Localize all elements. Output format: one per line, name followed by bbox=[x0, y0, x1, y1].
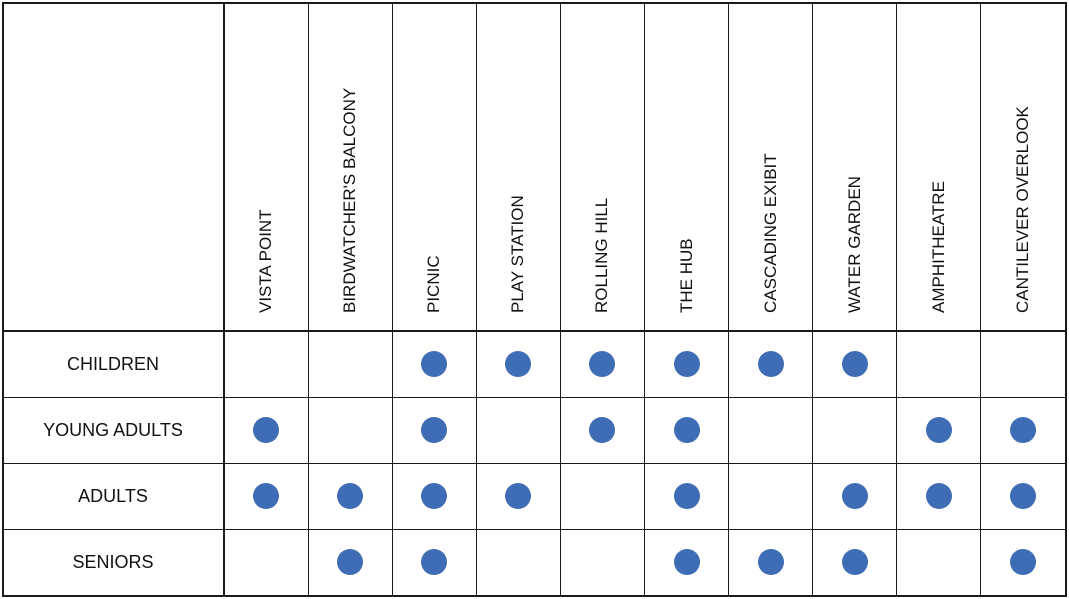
grid-line-horizontal bbox=[4, 462, 1065, 464]
grid-line-vertical bbox=[980, 4, 982, 595]
matrix-dot bbox=[673, 549, 700, 575]
column-header: PLAY STATION bbox=[508, 195, 528, 313]
grid-line-vertical bbox=[559, 4, 561, 595]
column-header: BIRDWATCHER'S BALCONY bbox=[340, 87, 360, 313]
matrix-dot bbox=[253, 483, 280, 509]
matrix-dot bbox=[757, 549, 784, 575]
grid-line-header-divider bbox=[4, 330, 1065, 332]
column-header: AMPHITHEATRE bbox=[928, 181, 948, 313]
matrix-dot bbox=[589, 351, 616, 377]
column-header: CANTILEVER OVERLOOK bbox=[1012, 106, 1032, 313]
grid-line-vertical bbox=[644, 4, 645, 595]
matrix-dot bbox=[1009, 417, 1036, 443]
matrix-dot bbox=[757, 351, 784, 377]
matrix-dot bbox=[505, 351, 532, 377]
column-header: VISTA POINT bbox=[256, 209, 276, 313]
row-label: CHILDREN bbox=[66, 353, 159, 374]
grid-line-vertical bbox=[307, 4, 309, 595]
matrix-dot bbox=[841, 549, 868, 575]
matrix-dot bbox=[253, 417, 280, 443]
matrix-dot bbox=[673, 351, 700, 377]
row-label: SENIORS bbox=[72, 551, 154, 572]
matrix-dot bbox=[673, 417, 700, 443]
matrix-dot bbox=[925, 483, 952, 509]
grid-line-horizontal bbox=[4, 528, 1065, 530]
row-label: ADULTS bbox=[78, 485, 148, 506]
matrix-dot bbox=[673, 483, 700, 509]
matrix-dot bbox=[421, 351, 448, 377]
column-header: WATER GARDEN bbox=[844, 176, 864, 313]
grid-line-horizontal bbox=[4, 396, 1065, 398]
matrix-dot bbox=[589, 417, 616, 443]
matrix-dot bbox=[421, 483, 448, 509]
grid-line-vertical bbox=[391, 4, 393, 595]
matrix-dot bbox=[421, 417, 448, 443]
grid-line-vertical bbox=[728, 4, 730, 595]
grid-line-vertical bbox=[812, 4, 814, 595]
matrix-dot bbox=[841, 351, 868, 377]
column-header: ROLLING HILL bbox=[592, 197, 612, 313]
matrix-dot bbox=[925, 417, 952, 443]
matrix-dot bbox=[337, 483, 364, 509]
matrix-dot bbox=[841, 483, 868, 509]
grid-line-label-divider bbox=[223, 4, 225, 595]
grid-line-vertical bbox=[475, 4, 477, 595]
row-label: YOUNG ADULTS bbox=[43, 419, 183, 440]
matrix-dot bbox=[505, 483, 532, 509]
column-header: THE HUB bbox=[676, 238, 696, 313]
grid-line-vertical bbox=[896, 4, 898, 595]
matrix-dot bbox=[421, 549, 448, 575]
matrix-dot bbox=[1009, 483, 1036, 509]
column-header: PICNIC bbox=[424, 255, 444, 313]
matrix-dot bbox=[1009, 549, 1036, 575]
matrix-dot bbox=[337, 549, 364, 575]
column-header: CASCADING EXIBIT bbox=[760, 153, 780, 313]
